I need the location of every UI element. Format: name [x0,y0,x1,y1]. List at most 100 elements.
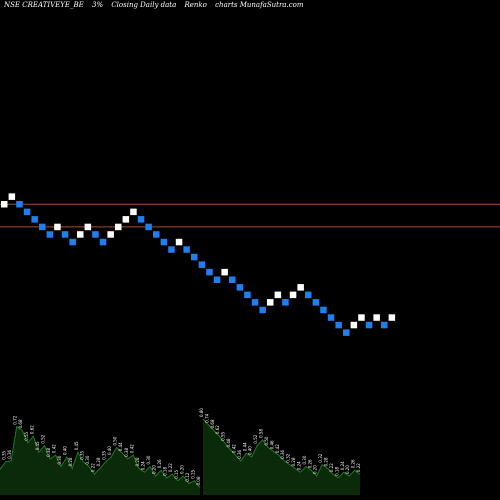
renko-brick-up [107,231,114,238]
renko-brick-down [213,276,221,283]
renko-brick-up [130,208,137,216]
volume-label: 0.20 [313,465,318,474]
renko-brick-down [236,284,244,291]
volume-label: 0.45 [74,441,79,450]
volume-label: 0.42 [52,444,57,453]
renko-brick-up [297,284,304,291]
volume-line-1 [202,418,361,479]
volume-label: 0.20 [179,465,184,474]
volume-label: 0.24 [340,461,345,470]
volume-label: 0.44 [118,442,123,451]
renko-brick-up [122,216,130,223]
volume-label: 0.52 [40,434,45,443]
box-size-label: 3% [91,1,104,9]
renko-brick-down [39,223,46,231]
renko-brick-up [54,223,61,231]
volume-line-0 [0,425,201,488]
renko-brick-up [77,231,84,238]
volume-label: 0.68 [210,419,215,428]
renko-brick-down [183,246,190,253]
renko-brick-down [23,208,31,216]
renko-brick-down [46,231,54,238]
renko-bricks [1,193,396,336]
renko-brick-down [282,299,289,306]
volume-label: 0.32 [286,453,291,462]
volume-label: 0.27 [0,458,1,467]
volume-label: 0.26 [351,459,356,468]
volume-label: 0.20 [345,465,350,474]
renko-brick-down [160,238,168,246]
renko-brick-down [365,321,373,329]
volume-label: 0.55 [24,431,29,440]
renko-brick-up [274,291,282,299]
volume-label: 0.45 [35,441,40,450]
renko-brick-up [388,314,396,321]
renko-brick-down [31,216,38,223]
renko-brick-down [229,276,236,283]
volume-fill-1 [203,419,360,495]
renko-brick-down [312,299,320,306]
credit-label: charts MunafaSutra.com [215,1,304,9]
volume-label: 0.35 [102,450,107,459]
renko-brick-down [381,321,388,329]
renko-brick-down [206,268,213,276]
volume-label: 0.80 [199,408,204,417]
volume-label: 0.22 [168,463,173,472]
volume-label: 0.15 [174,469,179,478]
volume-label: 0.24 [140,461,145,470]
renko-brick-up [358,314,365,321]
chart-name-label: Renko [184,1,207,9]
renko-brick-down [137,216,145,223]
renko-brick-down [191,253,198,261]
volume-label: 0.68 [18,419,23,428]
renko-brick-down [343,329,350,336]
volume-fill-0 [0,426,200,495]
volume-label: 0.28 [96,457,101,466]
volume-label: 0.40 [248,446,253,455]
volume-label: 0.52 [253,434,258,443]
volume-area: 0.270.350.360.720.680.550.620.450.520.38… [0,408,361,495]
volume-label: 0.55 [221,431,226,440]
volume-label: 0.38 [124,448,129,457]
volume-label: 0.30 [146,455,151,464]
volume-label: 0.36 [280,449,285,458]
volume-label: 0.22 [329,463,334,472]
volume-label: 0.46 [269,440,274,449]
renko-brick-up [373,314,380,321]
volume-label: 0.72 [13,415,18,424]
renko-brick-down [61,231,69,238]
renko-brick-up [221,268,228,276]
volume-label: 0.42 [129,444,134,453]
volume-label: 0.62 [215,425,220,434]
volume-label: 0.30 [85,455,90,464]
volume-label: 0.40 [107,446,112,455]
volume-label: 0.40 [63,446,68,455]
renko-brick-down [327,314,335,321]
renko-brick-up [115,223,122,231]
volume-label: 0.58 [259,429,264,438]
volume-label: 0.12 [185,472,190,481]
volume-label: 0.42 [275,444,280,453]
volume-label: 0.24 [296,461,301,470]
volume-label: 0.48 [226,438,231,447]
volume-label: 0.38 [46,448,51,457]
volume-label: 0.26 [307,459,312,468]
volume-label: 0.28 [291,457,296,466]
renko-brick-up [175,238,183,246]
volume-label: 0.22 [90,463,95,472]
volume-label: 0.35 [79,450,84,459]
volume-label: 0.20 [152,465,157,474]
chart-header: NSE CREATIVEYE_BE 3% Closing Daily data … [4,1,496,13]
volume-label: 0.18 [163,467,168,476]
renko-brick-up [8,193,16,200]
renko-brick-down [335,321,342,329]
volume-label: 0.35 [2,450,7,459]
renko-brick-down [145,223,152,231]
description-label: Closing Daily data [111,1,177,9]
volume-label: 0.32 [318,453,323,462]
volume-label: 0.74 [204,413,209,422]
volume-label: 0.18 [334,467,339,476]
renko-brick-down [99,238,107,246]
renko-brick-down [320,306,327,314]
